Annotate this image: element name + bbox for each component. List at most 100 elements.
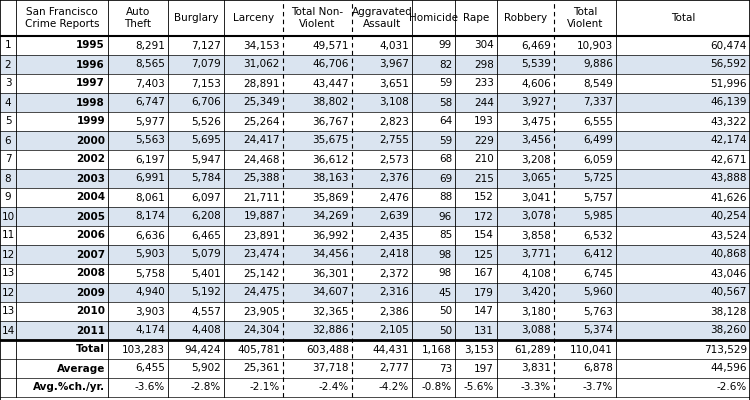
- Text: 82: 82: [439, 60, 452, 70]
- Text: 3,153: 3,153: [464, 344, 494, 354]
- Text: 103,283: 103,283: [122, 344, 165, 354]
- Text: 5,401: 5,401: [191, 268, 221, 278]
- Text: Total Non-
Violent: Total Non- Violent: [292, 7, 344, 29]
- Text: 5,374: 5,374: [584, 326, 613, 336]
- Text: 25,264: 25,264: [244, 116, 280, 126]
- Text: San Francisco
Crime Reports: San Francisco Crime Reports: [25, 7, 99, 29]
- Text: 233: 233: [474, 78, 494, 88]
- Text: 4,174: 4,174: [135, 326, 165, 336]
- Text: 43,888: 43,888: [710, 174, 747, 184]
- Text: 3,088: 3,088: [521, 326, 551, 336]
- Text: 46,139: 46,139: [710, 98, 747, 108]
- Text: 3,831: 3,831: [521, 364, 551, 374]
- Text: 2,418: 2,418: [379, 250, 409, 260]
- Text: 2,372: 2,372: [379, 268, 409, 278]
- Text: 5,539: 5,539: [521, 60, 551, 70]
- Text: 56,592: 56,592: [710, 60, 747, 70]
- Text: Homicide: Homicide: [409, 13, 458, 23]
- Text: 14: 14: [2, 326, 15, 336]
- Text: 50: 50: [439, 306, 452, 316]
- Text: Auto
Theft: Auto Theft: [124, 7, 152, 29]
- Text: 3,041: 3,041: [521, 192, 551, 202]
- Text: -5.6%: -5.6%: [464, 382, 494, 392]
- Text: 298: 298: [474, 60, 494, 70]
- Text: 40,254: 40,254: [711, 212, 747, 222]
- Text: 6,636: 6,636: [135, 230, 165, 240]
- Text: 51,996: 51,996: [710, 78, 747, 88]
- Bar: [0, 321, 750, 340]
- Text: 25,142: 25,142: [244, 268, 280, 278]
- Text: 43,447: 43,447: [313, 78, 349, 88]
- Text: 4: 4: [4, 98, 11, 108]
- Text: 7,403: 7,403: [135, 78, 165, 88]
- Text: 154: 154: [474, 230, 494, 240]
- Text: 1999: 1999: [76, 116, 105, 126]
- Text: 2006: 2006: [76, 230, 105, 240]
- Text: 68: 68: [439, 154, 452, 164]
- Text: 59: 59: [439, 78, 452, 88]
- Text: 1: 1: [4, 40, 11, 50]
- Text: 98: 98: [439, 250, 452, 260]
- Text: 31,062: 31,062: [244, 60, 280, 70]
- Text: 2,755: 2,755: [379, 136, 409, 146]
- Text: 3,903: 3,903: [135, 306, 165, 316]
- Text: 7,337: 7,337: [584, 98, 613, 108]
- Text: 5,977: 5,977: [135, 116, 165, 126]
- Text: 5,985: 5,985: [584, 212, 613, 222]
- Text: 36,992: 36,992: [313, 230, 349, 240]
- Text: 32,365: 32,365: [313, 306, 349, 316]
- Text: -2.6%: -2.6%: [717, 382, 747, 392]
- Text: 1,168: 1,168: [422, 344, 452, 354]
- Text: 32,886: 32,886: [313, 326, 349, 336]
- Text: 38,260: 38,260: [711, 326, 747, 336]
- Bar: [0, 207, 750, 226]
- Text: 3,927: 3,927: [521, 98, 551, 108]
- Text: 35,869: 35,869: [313, 192, 349, 202]
- Text: 59: 59: [439, 136, 452, 146]
- Text: 5,563: 5,563: [135, 136, 165, 146]
- Text: 8,549: 8,549: [584, 78, 613, 88]
- Text: 2005: 2005: [76, 212, 105, 222]
- Text: 6,499: 6,499: [584, 136, 613, 146]
- Text: 45: 45: [439, 288, 452, 298]
- Text: -3.7%: -3.7%: [583, 382, 613, 392]
- Bar: [0, 55, 750, 74]
- Text: 73: 73: [439, 364, 452, 374]
- Text: 21,711: 21,711: [244, 192, 280, 202]
- Text: 2011: 2011: [76, 326, 105, 336]
- Text: 24,417: 24,417: [244, 136, 280, 146]
- Text: 38,128: 38,128: [710, 306, 747, 316]
- Text: 5,192: 5,192: [191, 288, 221, 298]
- Text: 215: 215: [474, 174, 494, 184]
- Text: 2,476: 2,476: [379, 192, 409, 202]
- Text: 85: 85: [439, 230, 452, 240]
- Text: 3,475: 3,475: [521, 116, 551, 126]
- Text: 2008: 2008: [76, 268, 105, 278]
- Text: Aggravated
Assault: Aggravated Assault: [352, 7, 413, 29]
- Text: 6,745: 6,745: [584, 268, 613, 278]
- Text: 99: 99: [439, 40, 452, 50]
- Text: 2,435: 2,435: [379, 230, 409, 240]
- Text: 405,781: 405,781: [237, 344, 280, 354]
- Text: 197: 197: [474, 364, 494, 374]
- Text: 34,269: 34,269: [313, 212, 349, 222]
- Text: -2.1%: -2.1%: [250, 382, 280, 392]
- Text: 37,718: 37,718: [313, 364, 349, 374]
- Text: 6,412: 6,412: [584, 250, 613, 260]
- Text: 60,474: 60,474: [711, 40, 747, 50]
- Text: 3,651: 3,651: [379, 78, 409, 88]
- Text: 2002: 2002: [76, 154, 105, 164]
- Text: 43,322: 43,322: [710, 116, 747, 126]
- Text: 2000: 2000: [76, 136, 105, 146]
- Text: 6,197: 6,197: [135, 154, 165, 164]
- Text: 10: 10: [2, 212, 14, 222]
- Text: 2,777: 2,777: [379, 364, 409, 374]
- Text: Larceny: Larceny: [233, 13, 274, 23]
- Text: 34,607: 34,607: [313, 288, 349, 298]
- Text: 179: 179: [474, 288, 494, 298]
- Text: Avg.%ch./yr.: Avg.%ch./yr.: [33, 382, 105, 392]
- Text: 2,573: 2,573: [379, 154, 409, 164]
- Text: 38,802: 38,802: [313, 98, 349, 108]
- Text: 6: 6: [4, 136, 11, 146]
- Text: 69: 69: [439, 174, 452, 184]
